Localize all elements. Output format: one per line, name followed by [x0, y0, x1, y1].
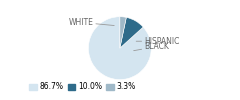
- Text: BLACK: BLACK: [134, 42, 169, 51]
- Text: HISPANIC: HISPANIC: [136, 37, 180, 46]
- Wedge shape: [120, 17, 143, 48]
- Text: WHITE: WHITE: [68, 18, 114, 27]
- Wedge shape: [88, 17, 151, 80]
- Wedge shape: [120, 17, 126, 48]
- Legend: 86.7%, 10.0%, 3.3%: 86.7%, 10.0%, 3.3%: [26, 79, 138, 94]
